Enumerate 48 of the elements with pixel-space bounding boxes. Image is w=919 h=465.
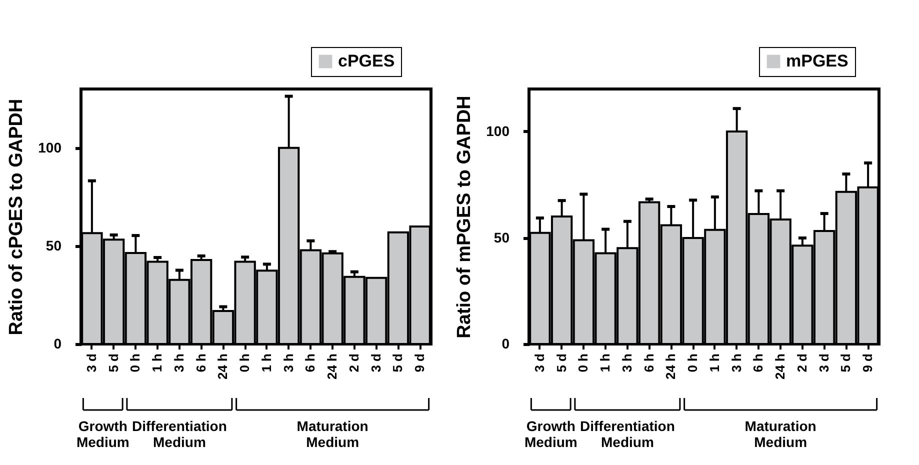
x-tick-label: 0 h — [576, 353, 591, 372]
x-tick-label: 5 d — [554, 353, 569, 372]
text: Growth Medium — [76, 418, 130, 450]
x-tick-label: 5 d — [838, 353, 854, 372]
x-tick-label: 3 h — [728, 353, 744, 372]
text: Maturation Medium — [296, 418, 368, 450]
x-tick-label: 24 h — [215, 353, 230, 380]
x-tick-label: 0 h — [237, 353, 252, 372]
x-tick-label: 5 d — [106, 353, 121, 372]
x-tick-label: 2 d — [794, 353, 810, 372]
y-tick-label: 100 — [486, 123, 510, 139]
x-tick-label: 3 h — [619, 353, 634, 372]
x-tick-label: 1 h — [598, 353, 613, 372]
x-tick-label: 3 h — [171, 353, 186, 372]
y-tick-label: 50 — [46, 237, 62, 254]
x-tick-label: 9 d — [412, 353, 428, 372]
y-tick-label: 0 — [502, 336, 510, 352]
x-tick-label: 3 d — [532, 353, 547, 372]
text: Maturation Medium — [744, 418, 816, 450]
y-tick-label: 0 — [54, 336, 62, 352]
x-tick-label: 3 d — [816, 353, 832, 372]
x-tick-label: 3 h — [280, 353, 296, 372]
x-tick-label: 3 d — [84, 353, 99, 372]
text: Differentiation Medium — [580, 418, 675, 450]
y-tick-label: 50 — [494, 229, 510, 246]
y-axis-title: Ratio of cPGES to GAPDH — [6, 98, 28, 336]
y-tick-label: 100 — [38, 139, 62, 156]
x-tick-label: 6 h — [193, 353, 208, 372]
x-tick-label: 2 d — [346, 353, 362, 372]
x-tick-label: 24 h — [663, 353, 678, 380]
x-tick-label: 1 h — [706, 353, 722, 372]
x-tick-label: 5 d — [390, 353, 406, 372]
x-tick-label: 6 h — [641, 353, 656, 372]
legend-label: cPGES — [338, 52, 395, 70]
x-tick-label: 24 h — [324, 353, 340, 380]
x-tick-label: 6 h — [302, 353, 318, 372]
x-tick-label: 6 h — [750, 353, 766, 372]
x-tick-label: 3 d — [368, 353, 384, 372]
x-tick-label: 0 h — [128, 353, 143, 372]
text: Differentiation Medium — [132, 418, 227, 450]
text: Growth Medium — [524, 418, 578, 450]
x-tick-label: 0 h — [685, 353, 700, 372]
x-tick-label: 1 h — [258, 353, 274, 372]
x-tick-label: 1 h — [150, 353, 165, 372]
legend-label: mPGES — [786, 52, 848, 70]
y-axis-title: Ratio of mPGES to GAPDH — [454, 96, 476, 338]
x-tick-label: 24 h — [772, 353, 788, 380]
x-tick-label: 9 d — [860, 353, 876, 372]
